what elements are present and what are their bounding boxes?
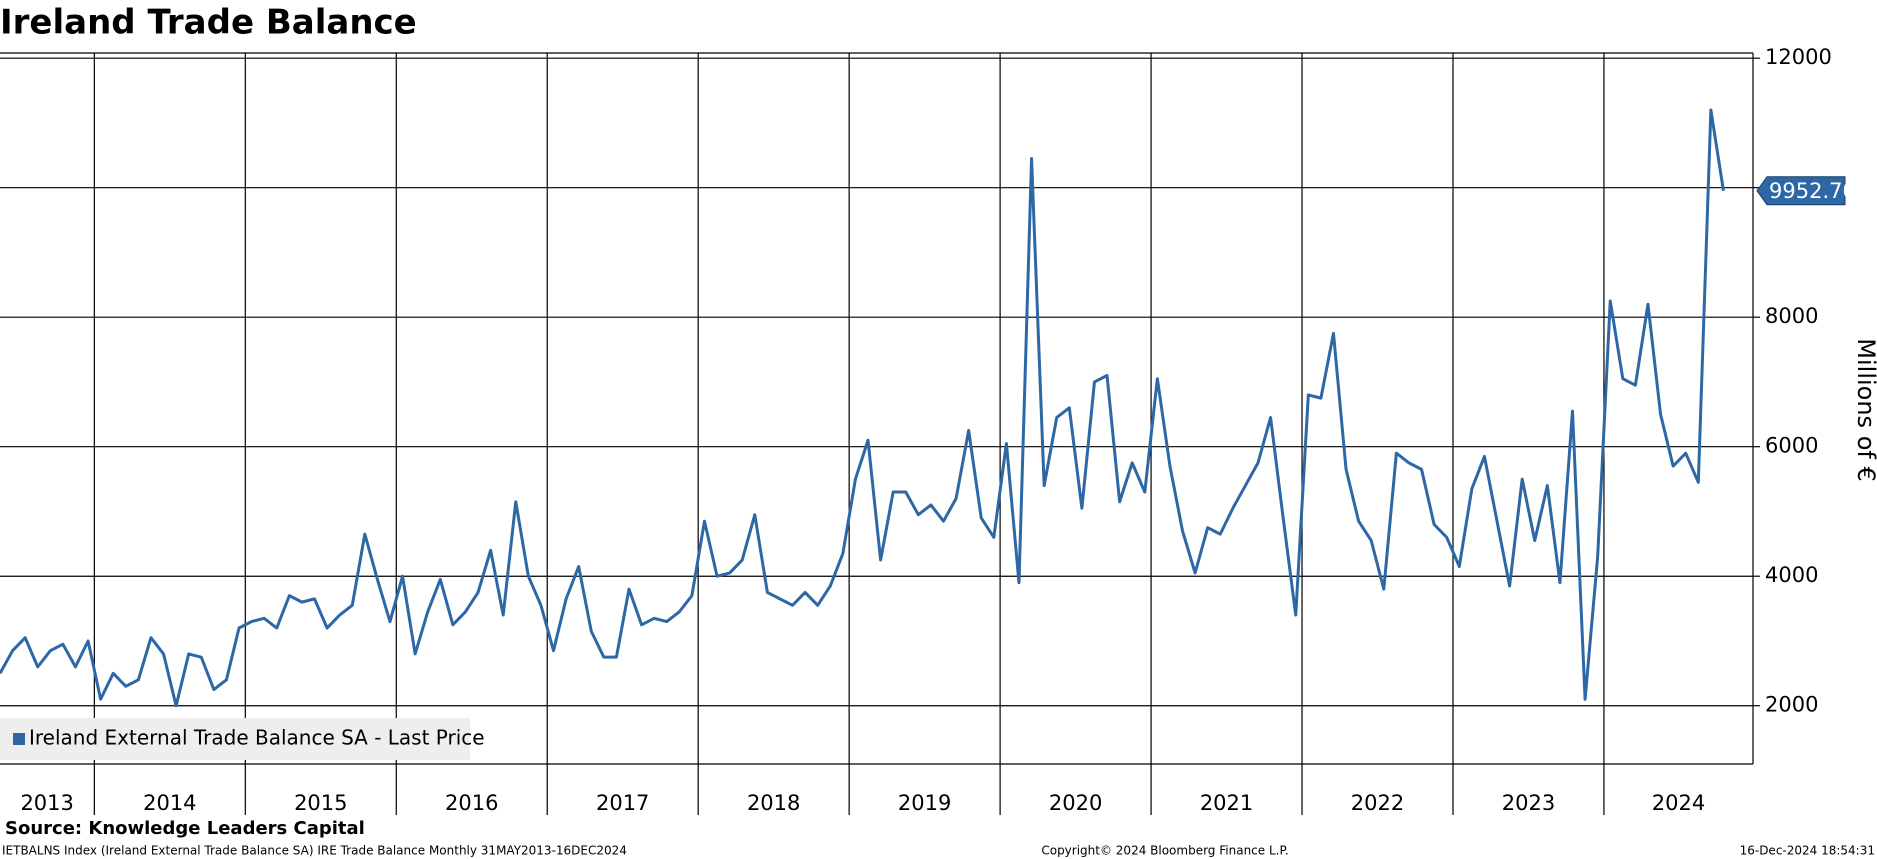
last-price-label: 9952.70: [1769, 179, 1856, 203]
x-tick-label: 2019: [898, 791, 951, 815]
chart-title: Ireland Trade Balance: [0, 3, 417, 43]
series-line: [0, 108, 1725, 708]
y-axis-label: Millions of €: [1852, 338, 1877, 481]
x-tick-label: 2024: [1652, 791, 1705, 815]
x-tick-label: 2020: [1049, 791, 1102, 815]
x-tick-label: 2017: [596, 791, 649, 815]
footer-left: IETBALNS Index (Ireland External Trade B…: [2, 844, 627, 858]
x-tick-label: 2018: [747, 791, 800, 815]
x-tick-label: 2014: [143, 791, 196, 815]
footer-center: Copyright© 2024 Bloomberg Finance L.P.: [1041, 844, 1288, 858]
x-tick-label: 2015: [294, 791, 347, 815]
source: Source: Knowledge Leaders Capital: [5, 818, 365, 839]
x-tick-label: 2016: [445, 791, 498, 815]
y-tick-label: 12000: [1765, 45, 1832, 69]
x-tick-label: 2023: [1502, 791, 1555, 815]
x-tick-label: 2022: [1351, 791, 1404, 815]
y-tick-label: 6000: [1765, 434, 1818, 458]
last-price-flag: [1756, 176, 1846, 206]
footer-right: 16-Dec-2024 18:54:31: [1740, 844, 1875, 858]
x-tick-label: 2021: [1200, 791, 1253, 815]
legend-box: [0, 718, 470, 760]
legend-label: Ireland External Trade Balance SA - Last…: [29, 726, 485, 750]
x-tick-label: 2013: [20, 791, 73, 815]
y-tick-label: 8000: [1765, 304, 1818, 328]
y-tick-label: 2000: [1765, 693, 1818, 717]
legend-swatch: [13, 733, 25, 745]
y-tick-label: 4000: [1765, 563, 1818, 587]
